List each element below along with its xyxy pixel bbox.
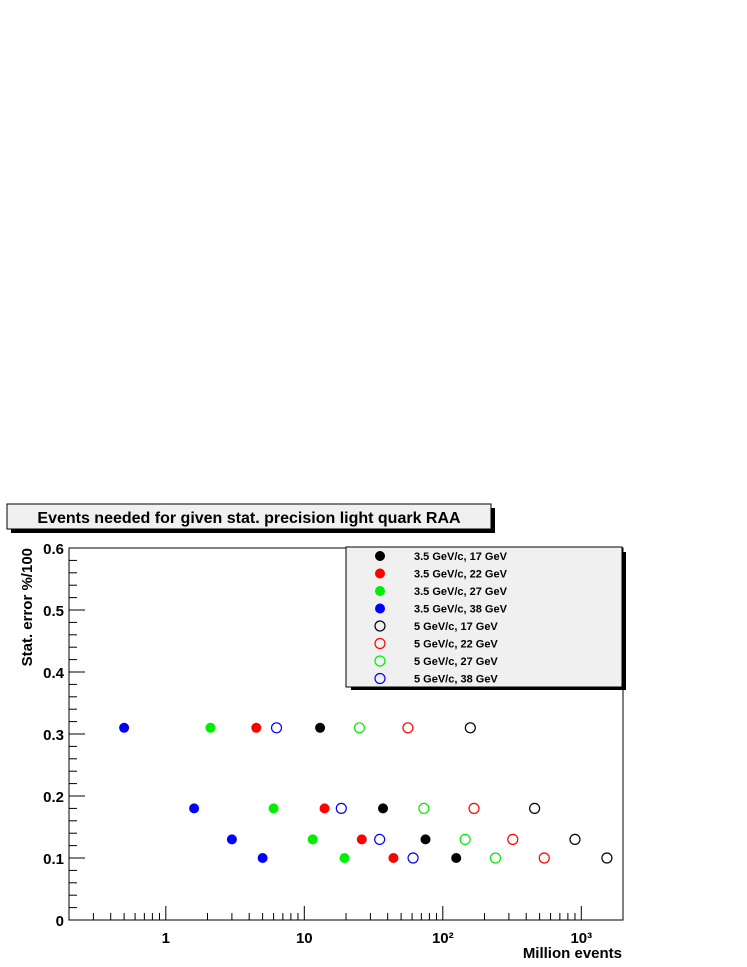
data-point [356, 834, 367, 845]
data-point [407, 852, 419, 864]
chart-title-box: Events needed for given stat. precision … [6, 503, 495, 533]
legend-marker [375, 568, 385, 579]
y-tick-label: 0.6 [43, 541, 64, 558]
legend: 3.5 GeV/c, 17 GeV 3.5 GeV/c, 22 GeV 3.5 Ge… [345, 546, 626, 690]
legend-marker [374, 637, 386, 650]
legend-label: 3.5 GeV/c, 22 GeV [414, 569, 508, 581]
x-tick-label: 1 [162, 930, 170, 947]
data-point [378, 803, 389, 814]
legend-label: 3.5 GeV/c, 27 GeV [414, 586, 508, 598]
data-point [270, 722, 283, 734]
data-point [388, 853, 399, 863]
legend-label: 5 GeV/c, 27 GeV [414, 656, 498, 668]
legend-marker [375, 603, 385, 614]
legend-marker [374, 655, 386, 667]
chart-title: Events needed for given stat. precision … [37, 510, 461, 527]
y-tick-label: 0.1 [43, 851, 64, 868]
legend-label: 5 GeV/c, 22 GeV [414, 639, 498, 651]
data-point [459, 833, 471, 846]
data-point [451, 853, 462, 863]
data-point [315, 722, 326, 733]
data-point [374, 833, 386, 846]
y-tick-label: 0 [56, 913, 64, 930]
data-point [464, 722, 476, 734]
data-point [119, 722, 130, 733]
data-point [468, 802, 480, 815]
data-point [402, 722, 414, 734]
data-point [489, 852, 502, 864]
data-point [538, 852, 550, 864]
legend-label: 5 GeV/c, 38 GeV [414, 674, 498, 686]
y-tick-label: 0.2 [43, 789, 64, 806]
data-point [257, 853, 268, 863]
x-tick-label: 10² [432, 930, 454, 947]
data-point [339, 853, 350, 863]
legend-marker [374, 672, 386, 685]
data-point [418, 802, 430, 815]
data-point [569, 833, 581, 846]
data-point [307, 834, 318, 845]
data-point [335, 802, 347, 815]
legend-label: 3.5 GeV/c, 17 GeV [414, 551, 508, 563]
x-axis-label: Million events [523, 945, 622, 962]
y-tick-label: 0.5 [43, 603, 64, 620]
data-point [251, 722, 262, 733]
data-point [226, 834, 237, 845]
y-tick-label: 0.4 [43, 665, 65, 682]
data-point [353, 722, 366, 734]
x-tick-label: 10³ [570, 930, 592, 947]
legend-label: 3.5 GeV/c, 38 GeV [414, 604, 508, 616]
data-point [420, 834, 431, 845]
y-tick-label: 0.3 [43, 727, 64, 744]
data-point [189, 803, 200, 814]
y-axis-label: Stat. error %/100 [19, 548, 36, 666]
legend-marker [374, 620, 386, 632]
data-points [119, 722, 613, 864]
legend-marker [375, 551, 385, 561]
data-point [268, 803, 279, 814]
data-point [205, 722, 216, 733]
legend-marker [375, 586, 385, 596]
x-axis: 1 10 10² 10³ [68, 906, 624, 947]
data-point [319, 803, 330, 814]
x-tick-label: 10 [296, 930, 313, 947]
data-point [528, 802, 541, 815]
legend-label: 5 GeV/c, 17 GeV [414, 621, 498, 633]
y-axis: 0 0.1 0.2 0.3 0.4 0.5 0.6 [43, 541, 85, 930]
data-point [601, 852, 613, 864]
data-point [507, 833, 519, 846]
